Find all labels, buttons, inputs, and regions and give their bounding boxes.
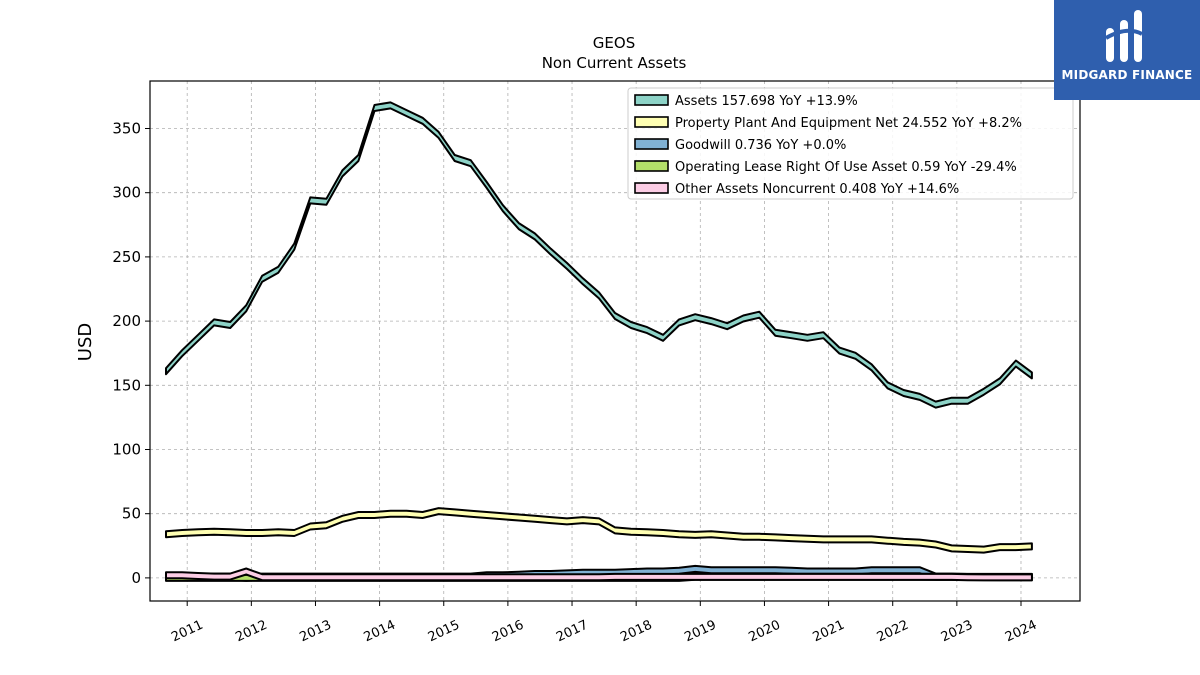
y-axis-label: USD — [75, 323, 96, 361]
legend-label: Operating Lease Right Of Use Asset 0.59 … — [675, 160, 1017, 175]
x-tick-label: 2013 — [298, 618, 334, 646]
chart-title: GEOS — [593, 34, 635, 52]
x-tick-label: 2014 — [362, 618, 398, 646]
legend-box — [627, 87, 1074, 200]
legend-swatch — [634, 160, 669, 172]
legend-label: Other Assets Noncurrent 0.408 YoY +14.6% — [675, 182, 959, 197]
x-tick-label: 2023 — [939, 618, 975, 646]
y-tick-label: 150 — [112, 376, 141, 394]
brand-name: MIDGARD FINANCE — [1061, 68, 1193, 82]
x-tick-label: 2024 — [1003, 618, 1039, 646]
y-tick-label: 200 — [112, 312, 141, 330]
x-tick-label: 2012 — [233, 618, 269, 646]
chart-subtitle: Non Current Assets — [542, 54, 687, 72]
legend-label: Property Plant And Equipment Net 24.552 … — [675, 116, 1022, 131]
x-tick-label: 2020 — [746, 618, 782, 646]
legend-swatch — [634, 182, 669, 194]
series-area-0 — [165, 101, 1033, 409]
brand-logo: MIDGARD FINANCE — [1054, 0, 1200, 100]
plot-frame — [149, 80, 1081, 602]
y-tick-label: 50 — [122, 505, 141, 523]
y-tick-label: 300 — [112, 184, 141, 202]
x-tick-label: 2015 — [426, 618, 462, 646]
series-area-4 — [165, 567, 1033, 582]
brand-mark-icon — [1105, 10, 1143, 62]
legend: Assets 157.698 YoY +13.9% Property Plant … — [627, 87, 1074, 200]
x-tick-label: 2017 — [554, 618, 590, 646]
y-tick-label: 0 — [131, 569, 141, 587]
legend-swatch — [634, 94, 669, 106]
series-areas — [165, 101, 1033, 582]
legend-label: Assets 157.698 YoY +13.9% — [675, 94, 858, 109]
legend-label: Goodwill 0.736 YoY +0.0% — [675, 138, 846, 153]
x-tick-label: 2018 — [618, 618, 654, 646]
x-tick-label: 2019 — [682, 618, 718, 646]
series-area-1 — [165, 507, 1033, 554]
x-tick-label: 2016 — [490, 618, 526, 646]
x-tick-label: 2021 — [811, 618, 847, 646]
y-tick-label: 100 — [112, 440, 141, 458]
x-tick-label: 2022 — [875, 618, 911, 646]
legend-swatch — [634, 138, 669, 150]
y-ticks: 0 50 100 150 200 250 300 350 — [112, 120, 150, 587]
x-tick-label: 2011 — [169, 618, 205, 646]
y-tick-label: 250 — [112, 248, 141, 266]
legend-swatch — [634, 116, 669, 128]
y-tick-label: 350 — [112, 120, 141, 138]
x-ticks: 2011 2012 2013 2014 2015 2016 2017 2018 2019 2020… — [169, 601, 1039, 645]
